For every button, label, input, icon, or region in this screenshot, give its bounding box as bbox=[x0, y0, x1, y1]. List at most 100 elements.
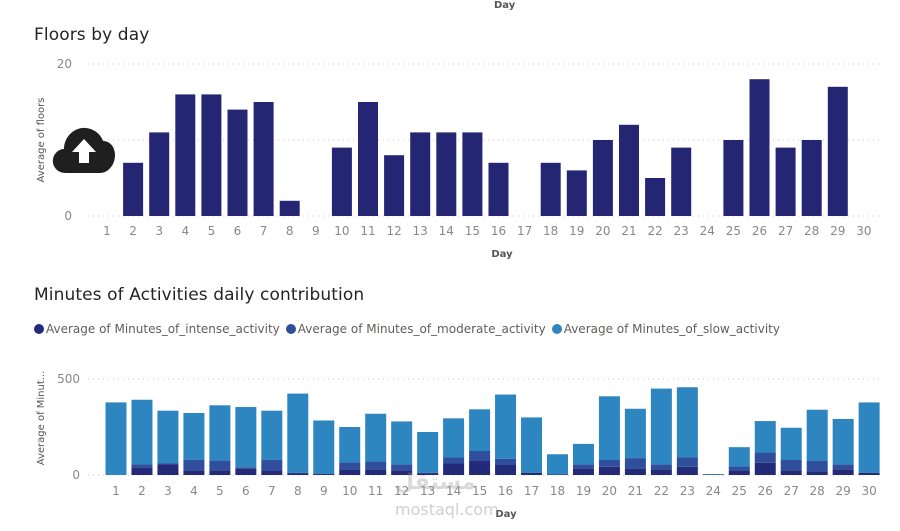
activities-x-axis-title: Day bbox=[495, 509, 517, 520]
floors-y-tick: 0 bbox=[64, 209, 72, 223]
activities-x-tick: 5 bbox=[216, 484, 224, 498]
activities-x-tick: 7 bbox=[268, 484, 276, 498]
activities-x-tick: 11 bbox=[368, 484, 383, 498]
legend-item-moderate[interactable]: Average of Minutes_of_moderate_activity bbox=[285, 322, 546, 336]
bar-segment-moderate bbox=[443, 457, 465, 464]
bar-segment-slow bbox=[443, 418, 465, 458]
floors-x-tick: 5 bbox=[208, 224, 216, 238]
floors-y-tick: 20 bbox=[57, 57, 72, 71]
floors-bar bbox=[253, 102, 274, 216]
floors-x-tick: 2 bbox=[129, 224, 137, 238]
bar-segment-slow bbox=[157, 410, 179, 464]
legend-label-moderate: Average of Minutes_of_moderate_activity bbox=[297, 322, 546, 336]
activities-x-tick: 30 bbox=[861, 484, 876, 498]
legend-label-slow: Average of Minutes_of_slow_activity bbox=[563, 322, 780, 336]
bar-segment-moderate bbox=[365, 461, 387, 470]
bar-segment-intense bbox=[832, 469, 854, 475]
legend-item-intense[interactable]: Average of Minutes_of_intense_activity bbox=[34, 322, 280, 336]
floors-bar bbox=[645, 178, 666, 216]
activities-x-tick: 20 bbox=[602, 484, 617, 498]
bar-segment-slow bbox=[339, 427, 361, 463]
bar-segment-intense bbox=[495, 465, 517, 475]
activities-x-tick: 26 bbox=[758, 484, 773, 498]
bar-segment-moderate bbox=[754, 452, 776, 463]
activities-x-tick: 12 bbox=[394, 484, 409, 498]
bar-segment-intense bbox=[209, 470, 231, 475]
activities-x-tick: 28 bbox=[810, 484, 825, 498]
activities-x-tick: 27 bbox=[784, 484, 799, 498]
cloud-upload-glyph bbox=[52, 127, 115, 173]
bar-segment-moderate bbox=[832, 464, 854, 470]
bar-segment-intense bbox=[469, 460, 491, 475]
floors-x-tick: 18 bbox=[543, 224, 558, 238]
floors-x-tick: 28 bbox=[804, 224, 819, 238]
floors-x-tick: 29 bbox=[830, 224, 845, 238]
bar-segment-slow bbox=[858, 402, 880, 473]
activities-x-tick: 16 bbox=[498, 484, 513, 498]
floors-y-axis-title: Average of floors bbox=[36, 98, 47, 183]
activities-x-tick: 15 bbox=[472, 484, 487, 498]
bar-segment-intense bbox=[624, 468, 646, 475]
floors-x-tick: 8 bbox=[286, 224, 294, 238]
bar-segment-slow bbox=[650, 388, 672, 465]
floors-bar bbox=[201, 94, 222, 216]
floors-bar bbox=[149, 132, 170, 216]
cloud-upload-icon[interactable] bbox=[52, 123, 116, 175]
floors-bar bbox=[384, 155, 405, 216]
bar-segment-moderate bbox=[469, 451, 491, 461]
activities-x-tick: 9 bbox=[320, 484, 328, 498]
activities-x-tick: 10 bbox=[342, 484, 357, 498]
floors-x-axis-title: Day bbox=[491, 249, 513, 260]
floors-bar bbox=[775, 147, 796, 216]
bar-segment-moderate bbox=[391, 464, 413, 471]
floors-bar bbox=[123, 162, 144, 216]
activities-x-tick: 3 bbox=[164, 484, 172, 498]
bar-segment-slow bbox=[754, 421, 776, 453]
floors-x-tick: 9 bbox=[312, 224, 320, 238]
activities-y-tick: 0 bbox=[72, 468, 80, 482]
floors-x-tick: 10 bbox=[334, 224, 349, 238]
floors-x-tick: 19 bbox=[569, 224, 584, 238]
bar-segment-slow bbox=[572, 443, 594, 465]
bar-segment-moderate bbox=[728, 466, 750, 471]
watermark-arabic: مستقل bbox=[395, 470, 476, 495]
bar-segment-slow bbox=[469, 409, 491, 451]
bar-segment-intense bbox=[806, 471, 828, 475]
activities-x-tick: 19 bbox=[576, 484, 591, 498]
legend-item-slow[interactable]: Average of Minutes_of_slow_activity bbox=[551, 322, 780, 336]
bar-segment-moderate bbox=[572, 464, 594, 469]
bar-segment-slow bbox=[417, 431, 439, 473]
floors-bar bbox=[279, 200, 300, 216]
floors-bar bbox=[566, 170, 587, 216]
legend-dot-slow bbox=[551, 324, 562, 334]
bar-segment-intense bbox=[676, 466, 698, 475]
floors-bar bbox=[175, 94, 196, 216]
bar-segment-moderate bbox=[676, 457, 698, 467]
bar-segment-intense bbox=[313, 474, 335, 475]
activities-x-tick: 23 bbox=[680, 484, 695, 498]
floors-bar bbox=[488, 162, 509, 216]
bar-segment-slow bbox=[313, 420, 335, 475]
floors-x-tick: 27 bbox=[778, 224, 793, 238]
bar-segment-intense bbox=[183, 470, 205, 475]
floors-bar bbox=[723, 140, 744, 216]
bar-segment-intense bbox=[287, 473, 309, 475]
bar-segment-slow bbox=[131, 399, 153, 465]
bar-segment-slow bbox=[391, 421, 413, 465]
previous-chart-x-axis-title: Day bbox=[494, 0, 516, 11]
floors-x-tick: 24 bbox=[700, 224, 715, 238]
bar-segment-moderate bbox=[780, 460, 802, 471]
floors-bar bbox=[410, 132, 431, 216]
floors-bar bbox=[227, 109, 248, 216]
activities-x-tick: 1 bbox=[112, 484, 120, 498]
bar-segment-moderate bbox=[261, 459, 283, 471]
legend-dot-intense bbox=[34, 324, 44, 334]
bar-segment-slow bbox=[261, 410, 283, 460]
floors-bar bbox=[331, 147, 352, 216]
bar-segment-moderate bbox=[495, 458, 517, 466]
activities-x-tick: 24 bbox=[706, 484, 721, 498]
activities-x-tick: 8 bbox=[294, 484, 302, 498]
floors-x-tick: 1 bbox=[103, 224, 111, 238]
